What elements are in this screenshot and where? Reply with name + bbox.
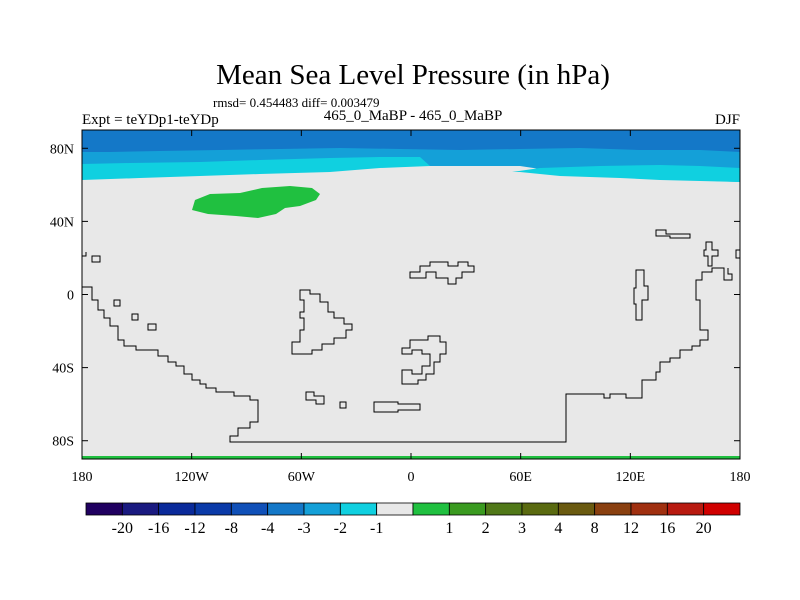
- colorbar-label: -16: [148, 520, 169, 537]
- pressure-anomaly-positive: [192, 186, 320, 218]
- colorbar-swatch: [230, 502, 269, 516]
- pressure-band-minus3: [82, 130, 740, 152]
- colorbar-label: 12: [623, 520, 639, 537]
- colorbar-label: -20: [112, 520, 133, 537]
- colorbar-label: -1: [370, 520, 383, 537]
- colorbar-swatch: [630, 502, 668, 516]
- x-tick-label: 180: [730, 470, 751, 485]
- colorbar-swatch: [376, 502, 414, 516]
- colorbar-label: -4: [261, 520, 274, 537]
- colorbar-swatch: [412, 502, 450, 516]
- y-axis: 80N 40N 0 40S 80S: [50, 142, 740, 450]
- colorbar-label: 2: [482, 520, 490, 537]
- colorbar-label: 4: [554, 520, 562, 537]
- colorbar-swatch: [339, 502, 378, 516]
- center-label: 465_0_MaBP - 465_0_MaBP: [324, 108, 503, 124]
- colorbar-label: -8: [225, 520, 238, 537]
- x-tick-label: 60W: [288, 470, 316, 485]
- colorbar-swatch: [557, 502, 596, 516]
- colorbar-swatch: [594, 502, 632, 516]
- colorbar-label: 16: [659, 520, 675, 537]
- y-tick-label: 40N: [50, 215, 74, 230]
- colorbar-swatch: [303, 502, 341, 516]
- colorbar-swatch: [194, 502, 232, 516]
- x-tick-label: 0: [408, 470, 415, 485]
- x-tick-label: 180: [72, 470, 93, 485]
- y-tick-label: 80N: [50, 142, 74, 157]
- y-tick-label: 80S: [52, 435, 74, 450]
- x-axis: 180 120W 60W 0 60E 120E 180: [72, 130, 751, 485]
- y-tick-label: 40S: [52, 362, 74, 377]
- stats-label: rmsd= 0.454483 diff= 0.003479: [213, 95, 379, 110]
- colorbar-label: 20: [696, 520, 712, 537]
- colorbar: -20 -16 -12 -8 -4 -3 -2 -1 1 2 3 4 8 12 16 20: [85, 502, 741, 537]
- colorbar-swatch: [703, 502, 741, 516]
- colorbar-swatch: [158, 502, 196, 516]
- colorbar-swatch: [666, 502, 705, 516]
- colorbar-swatch: [521, 502, 559, 516]
- colorbar-label: -2: [334, 520, 347, 537]
- x-tick-label: 120E: [616, 470, 646, 485]
- colorbar-label: -12: [184, 520, 205, 537]
- y-tick-label: 0: [67, 289, 74, 304]
- colorbar-swatch: [267, 502, 305, 516]
- map-panel: [81, 129, 741, 460]
- colorbar-swatch: [448, 502, 487, 516]
- experiment-label: Expt = teYDp1-teYDp: [82, 112, 219, 128]
- x-tick-label: 120W: [175, 470, 210, 485]
- colorbar-label: 1: [445, 520, 453, 537]
- colorbar-label: 8: [591, 520, 599, 537]
- colorbar-swatch: [121, 502, 160, 516]
- colorbar-label: -3: [297, 520, 310, 537]
- colorbar-swatch: [485, 502, 523, 516]
- pressure-band-minus1: [82, 157, 740, 195]
- colorbar-label: 3: [518, 520, 526, 537]
- season-label: DJF: [715, 112, 740, 128]
- x-tick-label: 60E: [509, 470, 532, 485]
- colorbar-swatch: [85, 502, 123, 516]
- plot-title: Mean Sea Level Pressure (in hPa): [216, 59, 610, 91]
- coastlines: [82, 229, 740, 443]
